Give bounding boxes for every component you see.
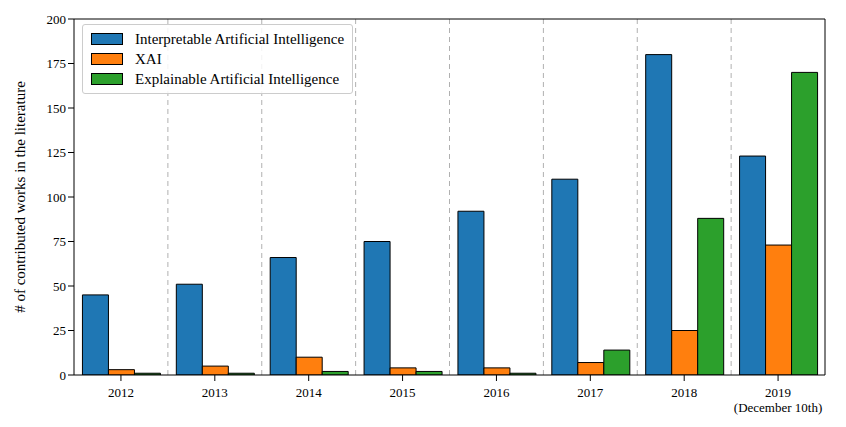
svg-text:75: 75 [53,234,66,249]
svg-text:2013: 2013 [202,385,228,400]
html-text:XAI: XAI [135,50,162,67]
svg-text:150: 150 [47,101,67,116]
svg-text:2015: 2015 [390,385,416,400]
html-text:Interpretable Artificial Intel: Interpretable Artificial Intelligence [135,30,345,47]
svg-text:2018: 2018 [671,385,697,400]
svg-text:125: 125 [47,145,67,160]
html-text:Explainable Artificial Intelli: Explainable Artificial Intelligence [135,70,340,87]
svg-text:(December 10th): (December 10th) [734,400,822,415]
svg-text:25: 25 [53,323,66,338]
svg-text:# of contributed works in the: # of contributed works in the literature [12,81,28,313]
svg-text:175: 175 [47,56,67,71]
svg-text:2016: 2016 [483,385,510,400]
svg-text:2014: 2014 [296,385,323,400]
svg-text:2012: 2012 [108,385,134,400]
svg-text:100: 100 [47,190,67,205]
svg-text:0: 0 [60,368,67,383]
svg-text:200: 200 [47,12,67,27]
svg-text:50: 50 [53,279,66,294]
svg-text:2019: 2019 [765,385,791,400]
svg-text:2017: 2017 [577,385,604,400]
